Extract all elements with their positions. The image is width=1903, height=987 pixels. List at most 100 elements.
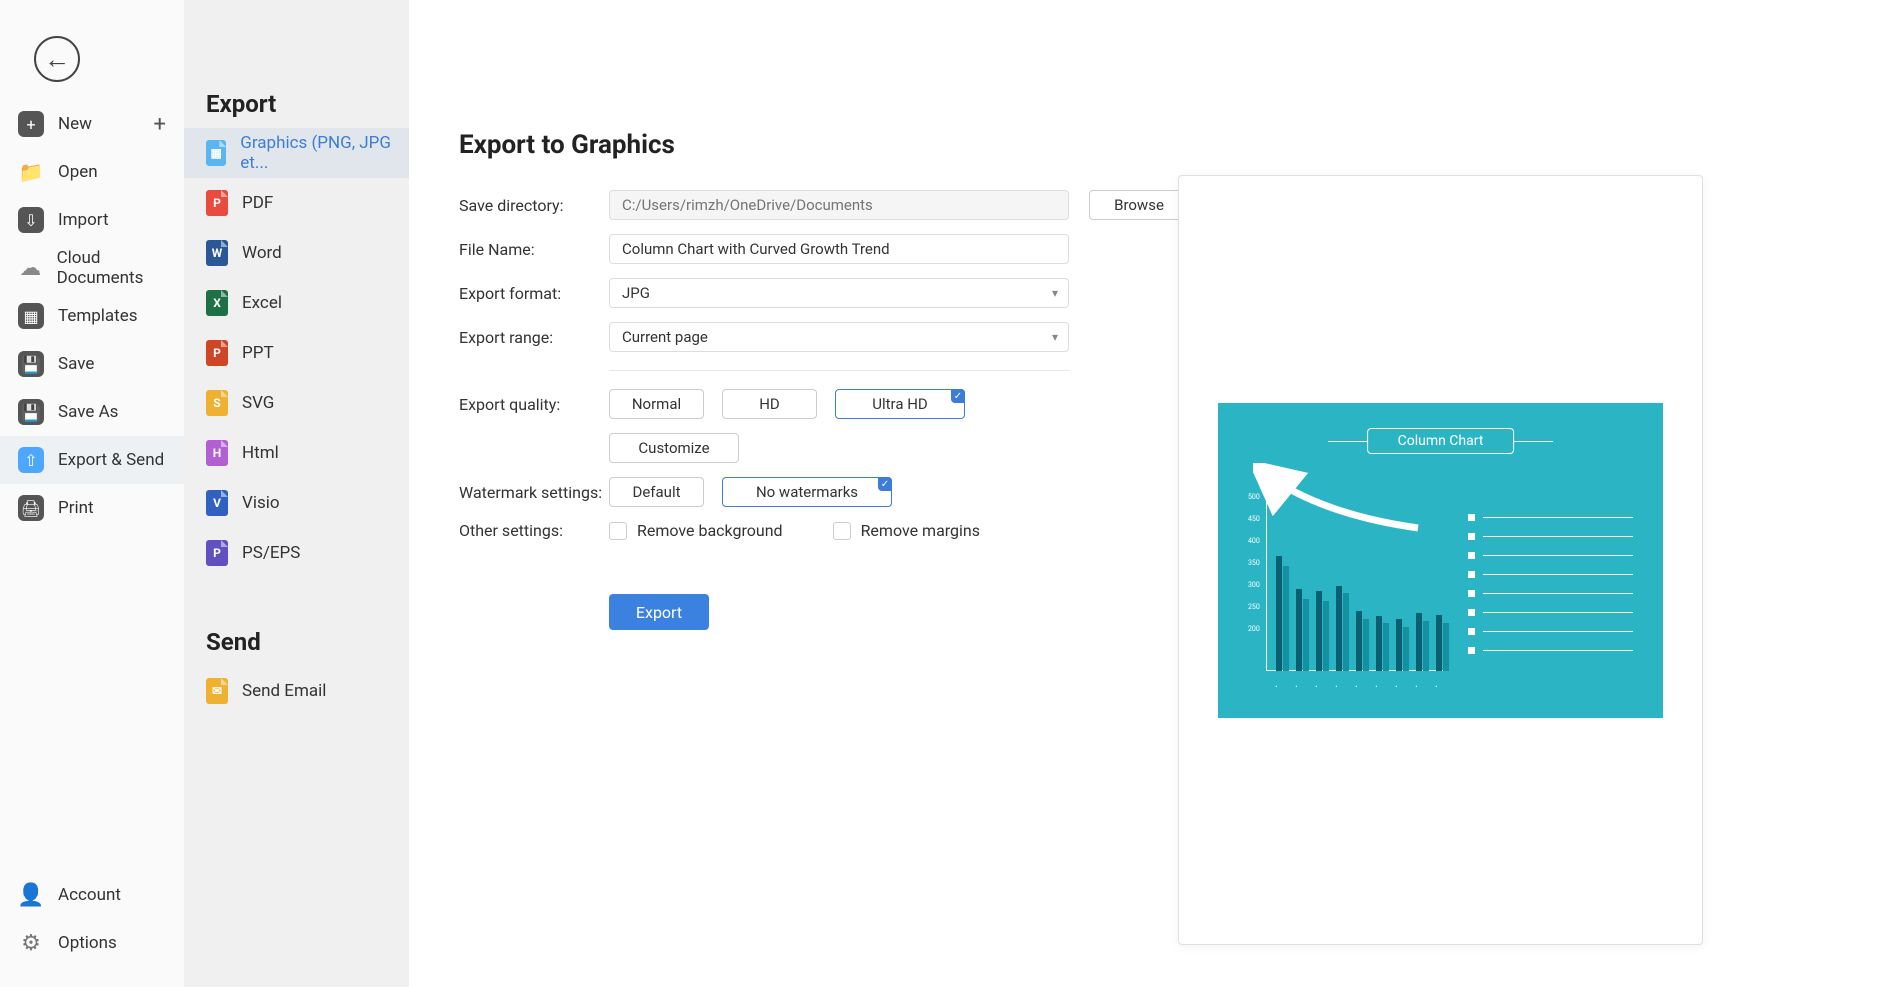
remove-margins-checkbox[interactable]: Remove margins	[833, 521, 980, 540]
send-heading: Send	[184, 628, 409, 656]
send-label: Send Email	[242, 681, 326, 701]
filename-label: File Name:	[459, 240, 609, 259]
ppt-icon: P	[206, 340, 228, 366]
back-button[interactable]: ←	[34, 36, 80, 82]
quality-customize-button[interactable]: Customize	[609, 433, 739, 463]
range-select[interactable]: Current page	[609, 322, 1069, 352]
sidebar-item-open[interactable]: 📁 Open	[0, 148, 184, 196]
export-type-ps[interactable]: P PS/EPS	[184, 528, 409, 578]
send-email[interactable]: ✉ Send Email	[184, 666, 409, 716]
image-icon: ▦	[206, 140, 226, 166]
watermark-default-button[interactable]: Default	[609, 477, 704, 507]
sidebar-item-label: Export & Send	[58, 450, 164, 470]
save-icon: 💾	[18, 351, 44, 377]
export-type-label: PPT	[242, 343, 274, 363]
sidebar-item-label: Cloud Documents	[57, 248, 184, 288]
import-icon: ⇩	[18, 207, 44, 233]
remove-bg-checkbox[interactable]: Remove background	[609, 521, 783, 540]
pdf-icon: P	[206, 190, 228, 216]
save-directory-label: Save directory:	[459, 196, 609, 215]
sidebar-item-label: Templates	[58, 306, 138, 326]
sidebar-item-label: Account	[58, 885, 121, 905]
folder-icon: 📁	[18, 159, 44, 185]
sidebar-secondary: Export ▦ Graphics (PNG, JPG et... P PDF …	[184, 0, 409, 987]
sidebar-item-label: Print	[58, 498, 94, 518]
export-type-ppt[interactable]: P PPT	[184, 328, 409, 378]
svg-icon: S	[206, 390, 228, 416]
preview-panel: Column Chart 500450400350300250200••••••…	[1178, 175, 1703, 945]
watermark-none-button[interactable]: No watermarks	[722, 477, 892, 507]
excel-icon: X	[206, 290, 228, 316]
export-heading: Export	[184, 90, 409, 118]
print-icon: 🖨	[18, 495, 44, 521]
watermark-label: Watermark settings:	[459, 483, 609, 502]
format-select[interactable]: JPG	[609, 278, 1069, 308]
export-type-label: Graphics (PNG, JPG et...	[240, 133, 409, 173]
export-type-label: Word	[242, 243, 282, 263]
word-icon: W	[206, 240, 228, 266]
export-type-html[interactable]: H Html	[184, 428, 409, 478]
cloud-icon: ☁	[18, 255, 43, 281]
export-type-word[interactable]: W Word	[184, 228, 409, 278]
sidebar-item-import[interactable]: ⇩ Import	[0, 196, 184, 244]
export-button[interactable]: Export	[609, 594, 709, 630]
sidebar-item-label: Options	[58, 933, 117, 953]
save-directory-input[interactable]	[609, 190, 1069, 220]
account-icon: 👤	[18, 882, 44, 908]
checkbox-icon	[833, 522, 851, 540]
page-title: Export to Graphics	[459, 130, 1843, 160]
export-type-pdf[interactable]: P PDF	[184, 178, 409, 228]
quality-label: Export quality:	[459, 395, 609, 414]
export-type-label: Excel	[242, 293, 282, 313]
export-icon: ⇧	[18, 447, 44, 473]
export-type-label: Visio	[242, 493, 280, 513]
sidebar-item-label: Save As	[58, 402, 118, 422]
visio-icon: V	[206, 490, 228, 516]
chart-legend	[1468, 508, 1633, 660]
sidebar-item-label: New	[58, 114, 92, 134]
range-label: Export range:	[459, 328, 609, 347]
sidebar-item-save[interactable]: 💾 Save	[0, 340, 184, 388]
sidebar-item-new[interactable]: + New +	[0, 100, 184, 148]
export-type-label: Html	[242, 443, 279, 463]
export-type-label: PS/EPS	[242, 543, 300, 563]
add-icon[interactable]: +	[154, 112, 166, 137]
sidebar-item-saveas[interactable]: 💾 Save As	[0, 388, 184, 436]
trend-curve	[1253, 463, 1423, 543]
quality-normal-button[interactable]: Normal	[609, 389, 704, 419]
sidebar-item-options[interactable]: ⚙ Options	[0, 919, 184, 967]
browse-button[interactable]: Browse	[1089, 190, 1189, 220]
quality-hd-button[interactable]: HD	[722, 389, 817, 419]
sidebar-main: + New + 📁 Open ⇩ Import ☁ Cloud Document…	[0, 100, 184, 532]
sidebar-item-account[interactable]: 👤 Account	[0, 871, 184, 919]
other-label: Other settings:	[459, 521, 609, 540]
sidebar-item-print[interactable]: 🖨 Print	[0, 484, 184, 532]
sidebar-item-label: Import	[58, 210, 109, 230]
sidebar-item-label: Save	[58, 354, 94, 374]
sidebar-bottom: 👤 Account ⚙ Options	[0, 871, 184, 967]
export-type-svg[interactable]: S SVG	[184, 378, 409, 428]
sidebar-item-cloud[interactable]: ☁ Cloud Documents	[0, 244, 184, 292]
filename-input[interactable]	[609, 234, 1069, 264]
export-type-label: SVG	[242, 393, 274, 413]
export-type-label: PDF	[242, 193, 273, 213]
plus-icon: +	[18, 111, 44, 137]
sidebar-item-label: Open	[58, 162, 98, 182]
export-type-excel[interactable]: X Excel	[184, 278, 409, 328]
sidebar-item-templates[interactable]: ▦ Templates	[0, 292, 184, 340]
html-icon: H	[206, 440, 228, 466]
saveas-icon: 💾	[18, 399, 44, 425]
export-type-visio[interactable]: V Visio	[184, 478, 409, 528]
ps-icon: P	[206, 540, 228, 566]
quality-ultrahd-button[interactable]: Ultra HD	[835, 389, 965, 419]
mail-icon: ✉	[206, 678, 228, 704]
export-type-graphics[interactable]: ▦ Graphics (PNG, JPG et...	[184, 128, 409, 178]
preview-chart: Column Chart 500450400350300250200••••••…	[1218, 403, 1663, 718]
checkbox-icon	[609, 522, 627, 540]
divider	[609, 370, 1069, 371]
format-label: Export format:	[459, 284, 609, 303]
content-area: Export to Graphics Save directory: Brows…	[409, 0, 1903, 987]
templates-icon: ▦	[18, 303, 44, 329]
gear-icon: ⚙	[18, 930, 44, 956]
sidebar-item-exportsend[interactable]: ⇧ Export & Send	[0, 436, 184, 484]
